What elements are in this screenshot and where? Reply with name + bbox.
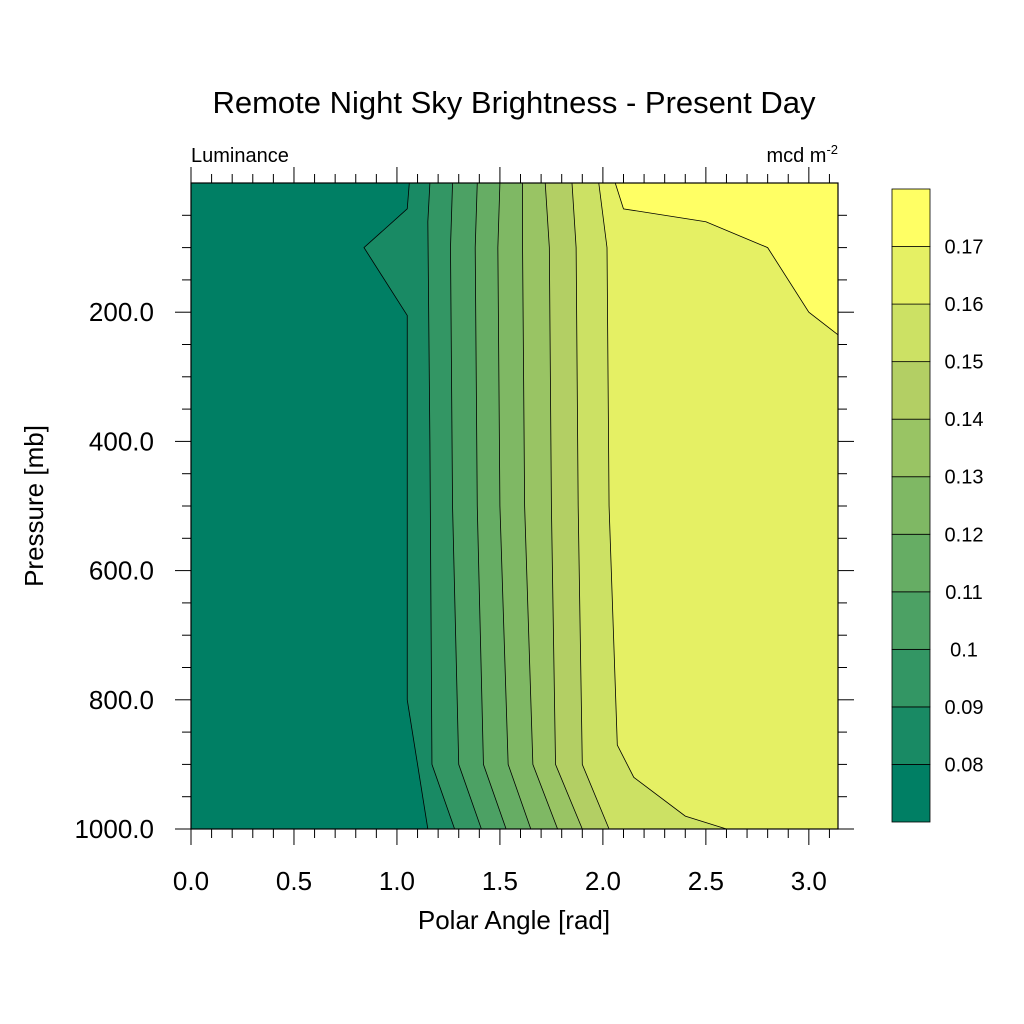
colorbar-swatch bbox=[891, 706, 931, 765]
colorbar-swatch bbox=[891, 764, 931, 823]
colorbar-swatch bbox=[891, 591, 931, 650]
colorbar-label: 0.08 bbox=[945, 754, 984, 776]
colorbar-label: 0.14 bbox=[945, 409, 984, 431]
y-tick-label: 400.0 bbox=[89, 426, 154, 456]
axes: 0.0 0.5 1.0 1.5 2.0 2.5 3.0 200.0 400.0 600.0 800.… bbox=[74, 167, 854, 896]
right-subtitle-unit: mcd m bbox=[766, 145, 826, 167]
x-tick-label: 2.5 bbox=[688, 866, 724, 896]
contour-line-0.17 bbox=[614, 182, 839, 336]
colorbar-swatch bbox=[891, 246, 931, 305]
contour-line-0.12 bbox=[497, 182, 532, 830]
contour-line-0.14 bbox=[544, 182, 583, 830]
colorbar-label: 0.11 bbox=[945, 582, 982, 604]
contour-line-0.15 bbox=[571, 182, 610, 830]
right-subtitle-exponent: -2 bbox=[826, 142, 838, 157]
x-tick-label: 0.0 bbox=[173, 866, 209, 896]
right-subtitle: mcd m-2 bbox=[766, 142, 838, 167]
y-tick-label: 200.0 bbox=[89, 297, 154, 327]
contour-line-0.1 bbox=[450, 182, 482, 830]
chart-title: Remote Night Sky Brightness - Present Da… bbox=[212, 85, 816, 120]
colorbar: 0.08 0.09 0.1 0.11 0.12 0.13 0.14 0.15 0.16 0.17 bbox=[891, 188, 984, 823]
y-tick-label: 800.0 bbox=[89, 685, 154, 715]
contour-line-0.11 bbox=[474, 182, 507, 830]
y-tick-label: 600.0 bbox=[89, 556, 154, 586]
contour-band-0.16 bbox=[598, 183, 838, 829]
x-tick-label: 1.5 bbox=[482, 866, 518, 896]
contour-band-0.17 bbox=[615, 183, 838, 335]
plot-area bbox=[191, 182, 839, 830]
colorbar-label: 0.1 bbox=[950, 639, 978, 661]
colorbar-label: 0.09 bbox=[945, 697, 984, 719]
colorbar-label: 0.16 bbox=[945, 294, 984, 316]
colorbar-swatch bbox=[891, 303, 931, 363]
colorbar-swatch bbox=[891, 188, 931, 247]
contour-line-0.16 bbox=[598, 182, 727, 830]
contour-line-0.09 bbox=[427, 182, 455, 830]
x-axis-label: Polar Angle [rad] bbox=[418, 905, 610, 935]
y-axis-label: Pressure [mb] bbox=[19, 425, 49, 587]
colorbar-swatch bbox=[891, 476, 931, 535]
colorbar-swatch bbox=[891, 648, 931, 708]
colorbar-swatch bbox=[891, 418, 931, 478]
contour-line-0.13 bbox=[522, 183, 558, 830]
contour-line-0.08 bbox=[363, 182, 429, 830]
colorbar-label: 0.17 bbox=[945, 237, 984, 259]
colorbar-label: 0.12 bbox=[945, 524, 984, 546]
y-tick-label: 1000.0 bbox=[74, 814, 154, 844]
x-tick-label: 0.5 bbox=[276, 866, 312, 896]
x-tick-label: 1.0 bbox=[379, 866, 415, 896]
colorbar-swatch bbox=[891, 533, 931, 593]
colorbar-label: 0.13 bbox=[945, 467, 984, 489]
colorbar-label: 0.15 bbox=[945, 352, 984, 374]
x-tick-label: 3.0 bbox=[791, 866, 827, 896]
left-subtitle: Luminance bbox=[191, 145, 289, 167]
colorbar-swatch bbox=[891, 361, 931, 420]
x-tick-label: 2.0 bbox=[585, 866, 621, 896]
